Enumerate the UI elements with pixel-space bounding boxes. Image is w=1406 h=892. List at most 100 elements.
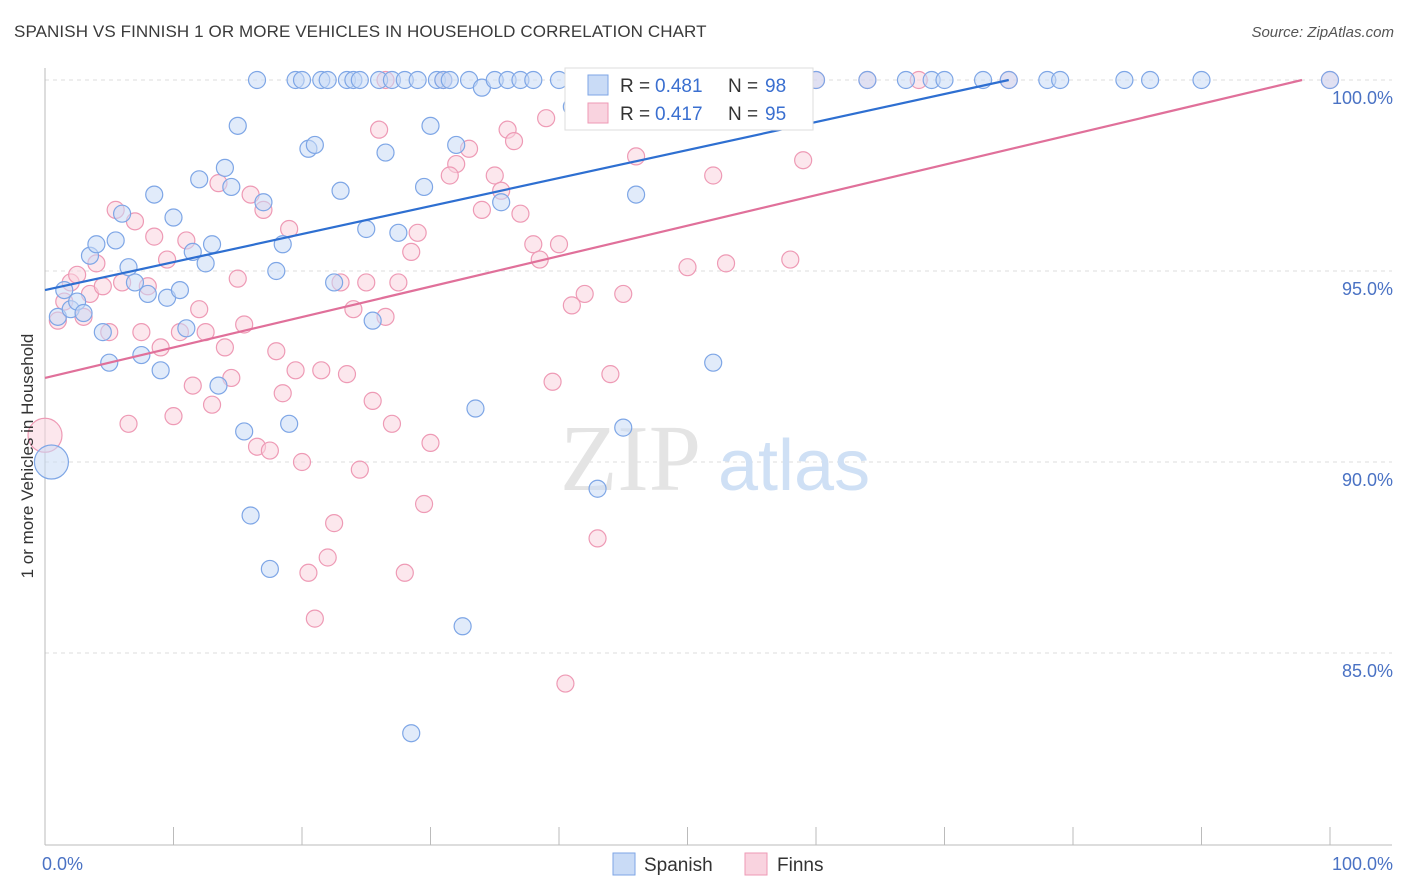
trend-lines — [44, 78, 1303, 380]
spanish-point-91 — [1051, 70, 1070, 90]
spanish-point-43 — [318, 70, 337, 90]
spanish-point-77 — [614, 418, 633, 437]
spanish-point-35 — [267, 261, 286, 281]
finns-point-19 — [164, 407, 183, 426]
spanish-point-49 — [357, 219, 376, 239]
spanish-point-31 — [241, 506, 260, 525]
finns-point-55 — [395, 563, 414, 582]
spanish-point-10 — [106, 231, 125, 250]
spanish-point-28 — [222, 177, 241, 197]
x-tick-label-0: 0.0% — [42, 854, 83, 874]
finns-point-86 — [781, 250, 800, 269]
legend-r-value-finns: 0.417 — [655, 104, 703, 125]
legend-swatch-finns — [587, 102, 609, 124]
spanish-point-93 — [1140, 70, 1160, 90]
finns-point-36 — [273, 384, 292, 403]
finns-point-58 — [414, 494, 434, 514]
bottom-legend-swatch-finns — [744, 852, 768, 876]
finns-point-46 — [337, 365, 357, 384]
finns-point-68 — [511, 204, 530, 223]
finns-point-72 — [543, 372, 562, 391]
finns-point-39 — [292, 452, 312, 472]
spanish-point-0 — [33, 444, 70, 480]
spanish-point-41 — [305, 135, 324, 155]
spanish-point-95 — [1320, 70, 1340, 90]
spanish-point-27 — [215, 158, 234, 177]
watermark: ZIP atlas — [560, 407, 870, 511]
finns-point-44 — [325, 514, 344, 533]
spanish-point-13 — [125, 273, 145, 292]
spanish-point-45 — [331, 181, 350, 200]
chart-source: Source: ZipAtlas.com — [1251, 24, 1394, 41]
finns-point-53 — [382, 414, 402, 433]
spanish-point-56 — [402, 724, 421, 743]
spanish-point-34 — [260, 559, 279, 579]
finns-point-59 — [421, 433, 440, 452]
finns-point-77 — [588, 529, 607, 548]
legend-r-label-spanish: R = — [620, 76, 650, 97]
finns-point-73 — [549, 235, 569, 254]
finns-point-35 — [267, 342, 286, 361]
legend-r-value-spanish: 0.481 — [655, 76, 703, 97]
spanish-point-8 — [93, 323, 112, 342]
finns-point-8 — [93, 277, 112, 296]
legend-n-value-spanish: 98 — [765, 76, 786, 97]
finns-point-25 — [202, 395, 222, 414]
finns-point-50 — [363, 391, 382, 410]
bottom-legend-label-spanish: Spanish — [644, 855, 713, 876]
legend-swatch-spanish — [587, 74, 609, 96]
finns-point-83 — [704, 166, 723, 185]
chart-title: SPANISH VS FINNISH 1 OR MORE VEHICLES IN… — [14, 22, 707, 41]
finns-point-41 — [305, 609, 324, 628]
finns-point-76 — [575, 284, 594, 304]
spanish-point-72 — [524, 70, 543, 90]
spanish-point-30 — [235, 422, 254, 441]
spanish-point-59 — [421, 116, 440, 135]
series-legend: Spanish Finns — [612, 852, 823, 876]
finns-point-34 — [260, 441, 279, 460]
spanish-point-39 — [292, 70, 312, 90]
spanish-point-16 — [145, 185, 164, 204]
finns-point-63 — [472, 200, 491, 219]
finns-point-14 — [132, 323, 151, 342]
finns-point-82 — [678, 258, 697, 277]
finns-point-71 — [537, 109, 556, 128]
spanish-point-26 — [209, 376, 228, 395]
spanish-point-63 — [447, 135, 466, 155]
spanish-point-50 — [363, 311, 382, 330]
finns-point-78 — [601, 365, 620, 384]
spanish-point-32 — [247, 70, 267, 90]
y-axis-label: 1 or more Vehicles in Household — [18, 334, 37, 579]
legend-n-label-spanish: N = — [728, 76, 758, 97]
spanish-point-21 — [177, 319, 196, 338]
spanish-point-92 — [1115, 70, 1134, 90]
bottom-legend-swatch-spanish — [612, 852, 636, 876]
finns-point-12 — [119, 414, 138, 433]
spanish-point-84 — [858, 70, 877, 90]
finns-point-74 — [556, 674, 575, 693]
spanish-point-87 — [935, 70, 954, 90]
spanish-point-64 — [453, 617, 472, 636]
spanish-point-7 — [87, 235, 106, 254]
spanish-point-19 — [164, 208, 183, 227]
finns-point-79 — [614, 284, 633, 304]
finns-point-56 — [402, 242, 421, 261]
spanish-point-57 — [408, 70, 427, 90]
finns-point-38 — [286, 361, 305, 380]
finns-point-49 — [357, 273, 376, 292]
x-tick-labels: 0.0% 100.0% — [42, 854, 1393, 874]
finns-point-16 — [145, 227, 164, 246]
y-tick-label-100: 100.0% — [1332, 88, 1393, 108]
spanish-point-33 — [254, 193, 273, 212]
finns-point-54 — [389, 273, 408, 292]
finns-point-51 — [370, 120, 389, 139]
spanish-point-52 — [376, 143, 395, 162]
spanish-point-5 — [74, 303, 93, 323]
spanish-point-62 — [440, 70, 459, 90]
finns-point-27 — [215, 338, 234, 357]
spanish-point-69 — [492, 193, 511, 212]
spanish-point-58 — [414, 177, 434, 197]
finns-point-48 — [350, 460, 369, 479]
finns-point-84 — [716, 254, 736, 273]
y-tick-label-95: 95.0% — [1342, 279, 1393, 299]
